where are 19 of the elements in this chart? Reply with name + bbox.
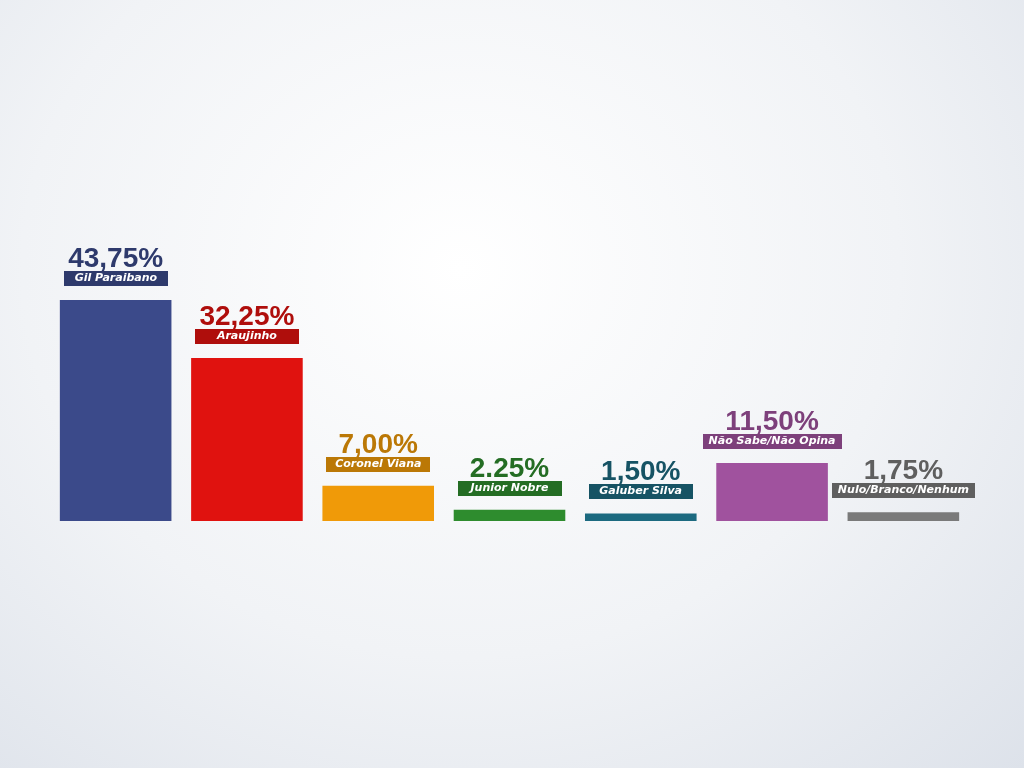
x-tick-label: Junior Nobre bbox=[470, 480, 549, 496]
data-label: 32,25% bbox=[199, 300, 295, 332]
data-label: 1,75% bbox=[863, 454, 944, 486]
x-tick-label: Galuber Silva bbox=[599, 484, 682, 500]
bar bbox=[59, 300, 172, 521]
data-label: 11,50% bbox=[725, 404, 819, 436]
x-tick-label: Araujinho bbox=[216, 329, 277, 345]
data-label: 1,50% bbox=[601, 455, 681, 487]
bar bbox=[322, 485, 435, 521]
data-label: 2.25% bbox=[469, 451, 550, 483]
data-label: 43,75% bbox=[68, 242, 164, 273]
bar bbox=[453, 509, 566, 521]
x-tick-label: Gil Paraibano bbox=[74, 271, 158, 286]
x-tick-label: Coronel Viana bbox=[335, 456, 422, 472]
bar bbox=[716, 462, 828, 521]
bar bbox=[584, 513, 697, 521]
bar bbox=[191, 358, 303, 521]
data-label: 7,00% bbox=[338, 427, 419, 459]
bar bbox=[847, 512, 960, 521]
